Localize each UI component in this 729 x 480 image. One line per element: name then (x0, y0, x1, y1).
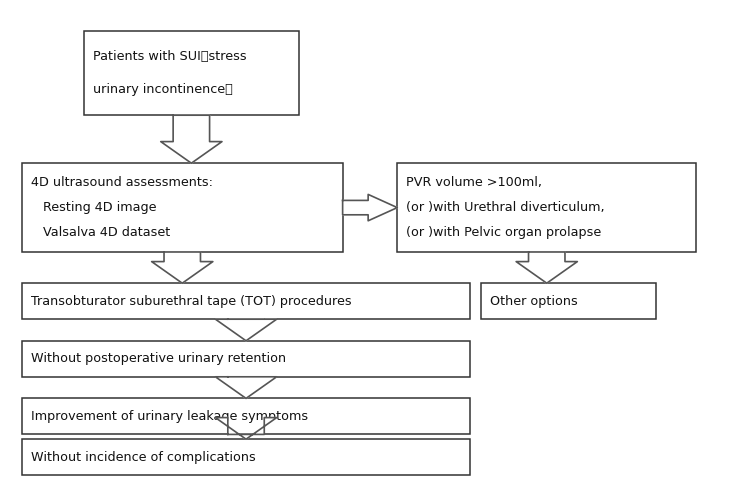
Text: urinary incontinence）: urinary incontinence） (93, 84, 233, 96)
Text: Patients with SUI（stress: Patients with SUI（stress (93, 50, 246, 63)
Text: (or )with Pelvic organ prolapse: (or )with Pelvic organ prolapse (406, 227, 601, 240)
FancyBboxPatch shape (22, 341, 470, 377)
Text: Valsalva 4D dataset: Valsalva 4D dataset (31, 227, 170, 240)
Text: PVR volume >100ml,: PVR volume >100ml, (406, 176, 542, 189)
FancyBboxPatch shape (22, 163, 343, 252)
Polygon shape (160, 115, 222, 163)
FancyBboxPatch shape (22, 439, 470, 475)
Text: 4D ultrasound assessments:: 4D ultrasound assessments: (31, 176, 213, 189)
Text: Resting 4D image: Resting 4D image (31, 201, 156, 214)
Text: Transobturator suburethral tape (TOT) procedures: Transobturator suburethral tape (TOT) pr… (31, 295, 351, 308)
Polygon shape (216, 418, 277, 439)
Text: Improvement of urinary leakage symptoms: Improvement of urinary leakage symptoms (31, 410, 308, 423)
FancyBboxPatch shape (397, 163, 696, 252)
Text: (or )with Urethral diverticulum,: (or )with Urethral diverticulum, (406, 201, 604, 214)
FancyBboxPatch shape (22, 398, 470, 434)
Polygon shape (343, 194, 397, 221)
Text: Other options: Other options (490, 295, 577, 308)
Text: Without incidence of complications: Without incidence of complications (31, 451, 255, 464)
Polygon shape (516, 252, 577, 283)
FancyBboxPatch shape (22, 283, 470, 319)
FancyBboxPatch shape (84, 31, 299, 115)
Text: Without postoperative urinary retention: Without postoperative urinary retention (31, 352, 286, 365)
Polygon shape (216, 319, 277, 341)
Polygon shape (216, 377, 277, 398)
Polygon shape (152, 252, 213, 283)
FancyBboxPatch shape (481, 283, 656, 319)
